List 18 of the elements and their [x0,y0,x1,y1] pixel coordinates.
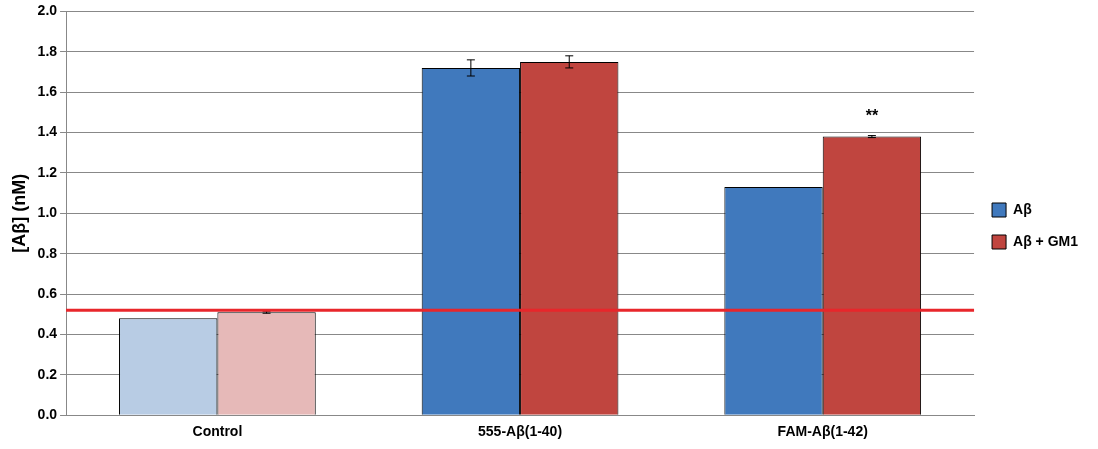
y-tick-label: 2.0 [37,2,58,19]
y-tick-label: 1.0 [37,204,58,221]
y-tick-label: 0.0 [37,406,58,423]
y-tick-label: 0.4 [37,325,58,342]
x-tick-label: Control [192,423,243,440]
y-tick-label: 0.8 [37,244,58,261]
annotation: ** [865,106,879,124]
x-tick-label: 555-Aβ(1-40) [478,423,563,440]
y-tick-label: 1.6 [37,83,58,100]
y-tick-label: 1.8 [37,42,58,59]
y-tick-label: 0.2 [37,365,58,382]
y-axis-title: [Aβ] (nM) [8,173,29,253]
legend-label: Aβ [1013,200,1033,217]
y-tick-label: 1.2 [37,163,58,180]
legend-label: Aβ + GM1 [1013,232,1079,249]
y-tick-label: 0.6 [37,284,58,301]
y-tick-label: 1.4 [37,123,58,140]
x-tick-label: FAM-Aβ(1-42) [777,423,868,440]
